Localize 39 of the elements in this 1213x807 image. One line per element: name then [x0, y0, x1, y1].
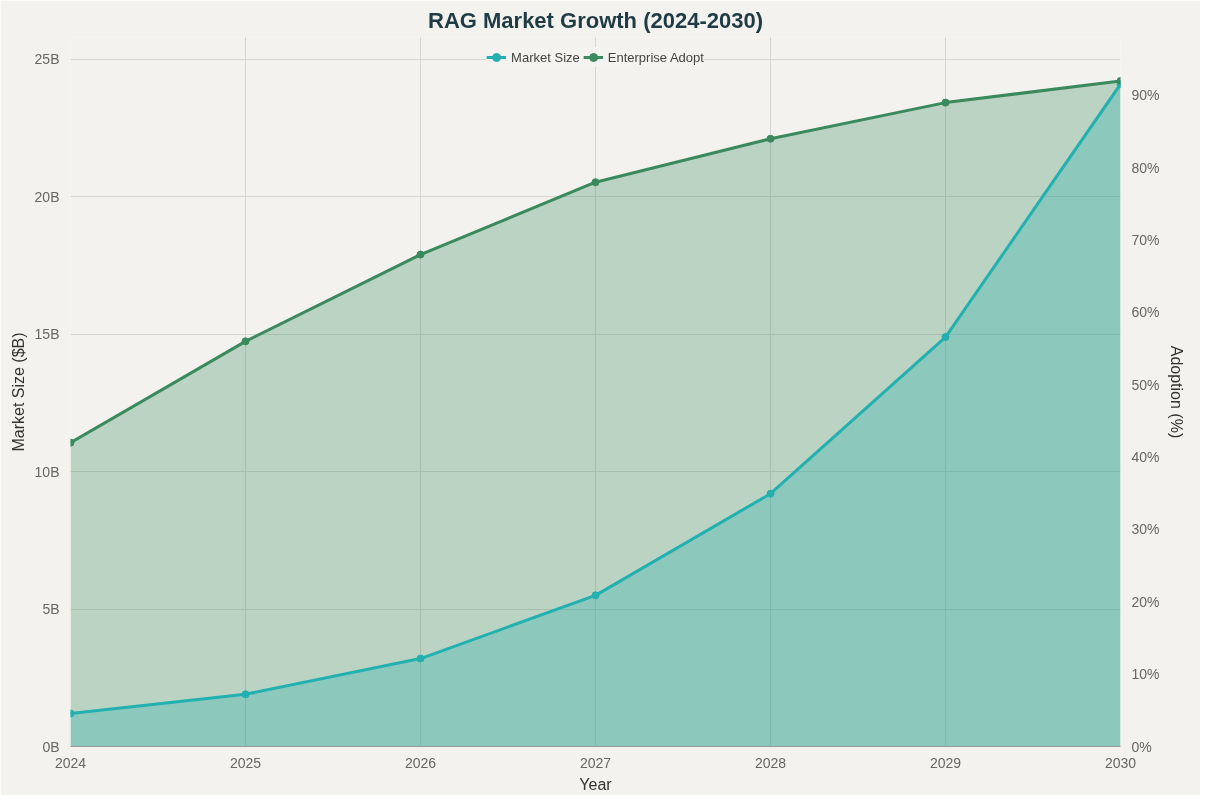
y2-tick-label: 30%	[1131, 521, 1160, 538]
y2-tick-label: 80%	[1131, 159, 1160, 176]
y-tick-label: 10B	[34, 463, 60, 480]
y-tick-label: 0B	[42, 738, 60, 755]
point	[766, 134, 775, 143]
x-tick-label: 2029	[929, 754, 962, 771]
point	[591, 591, 600, 600]
y-tick-label: 20B	[34, 188, 60, 205]
point	[416, 654, 425, 663]
point	[241, 337, 250, 346]
x-tick-label: 2030	[1104, 754, 1137, 771]
x-tick-label: 2024	[54, 754, 87, 771]
y-axis-title: Market Size ($B)	[9, 332, 27, 452]
x-axis-title: Year	[579, 775, 613, 793]
legend-label: Enterprise Adopt	[607, 49, 704, 65]
y2-axis-title: Adoption (%)	[1167, 345, 1185, 439]
y2-tick-label: 20%	[1131, 593, 1160, 610]
x-tick-label: 2028	[754, 754, 787, 771]
y2-tick-label: 10%	[1131, 666, 1160, 683]
point	[941, 98, 950, 107]
chart-title: RAG Market Growth (2024-2030)	[428, 7, 763, 33]
y2-tick-label: 90%	[1131, 87, 1160, 104]
point	[241, 690, 250, 699]
x-tick-label: 2025	[229, 754, 262, 771]
point	[591, 178, 600, 187]
y-tick-label: 25B	[34, 51, 60, 68]
x-tick-label: 2027	[579, 754, 612, 771]
y2-tick-label: 0%	[1131, 738, 1152, 755]
point	[766, 489, 775, 498]
legend-label: Market Size	[511, 49, 580, 65]
y-tick-label: 15B	[34, 326, 60, 343]
x-tick-label: 2026	[404, 754, 437, 771]
point	[941, 333, 950, 342]
y2-tick-label: 60%	[1131, 304, 1160, 321]
y2-tick-label: 70%	[1131, 232, 1160, 249]
point	[416, 250, 425, 259]
y-tick-label: 5B	[42, 601, 60, 618]
y2-tick-label: 50%	[1131, 376, 1160, 393]
y2-tick-label: 40%	[1131, 449, 1160, 466]
